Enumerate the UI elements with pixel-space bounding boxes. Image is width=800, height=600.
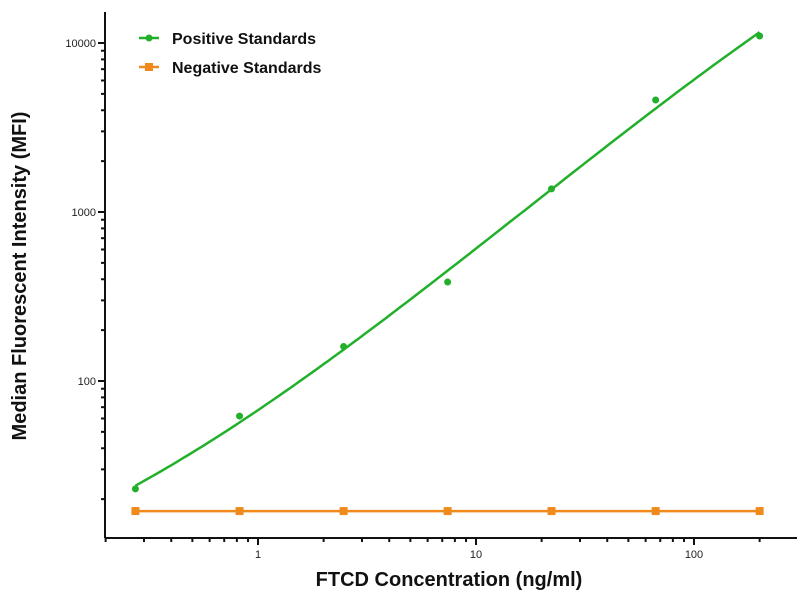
data-point [236,412,244,420]
x-tick-label: 10 [470,549,482,561]
legend-label: Negative Standards [172,60,321,77]
y-axis-title: Median Fluorescent Intensity (MFI) [9,112,31,441]
data-point [651,507,660,516]
series-negative-standards [131,507,764,516]
series-layer [131,31,764,516]
x-tick-label: 100 [685,549,703,561]
legend-item: Positive Standards [139,31,316,48]
series-line [134,31,761,487]
data-point [340,343,348,351]
data-point [131,507,140,516]
legend-label: Positive Standards [172,31,316,48]
legend-marker [145,63,153,71]
x-ticks: 1 10 100 [104,538,761,561]
data-point [443,507,452,516]
data-point [547,507,556,516]
y-tick-label: 1000 [72,207,96,219]
y-tick-label: 10000 [65,38,96,50]
x-tick-label: 1 [255,549,261,561]
series-positive-standards [131,31,764,493]
legend-item: Negative Standards [139,60,321,77]
data-point [235,507,244,516]
y-ticks: 100 1000 10000 [65,38,105,501]
data-point [755,507,764,516]
data-point [756,32,764,40]
data-point [652,96,660,104]
data-point [339,507,348,516]
axes: 1 10 100 100 1000 10000 [65,12,797,561]
x-axis-title: FTCD Concentration (ng/ml) [316,569,583,591]
data-point [548,185,556,193]
data-point [444,278,452,286]
legend-marker [145,34,153,42]
legend: Positive Standards Negative Standards [139,31,321,77]
data-point [131,485,139,493]
y-tick-label: 100 [78,376,96,388]
